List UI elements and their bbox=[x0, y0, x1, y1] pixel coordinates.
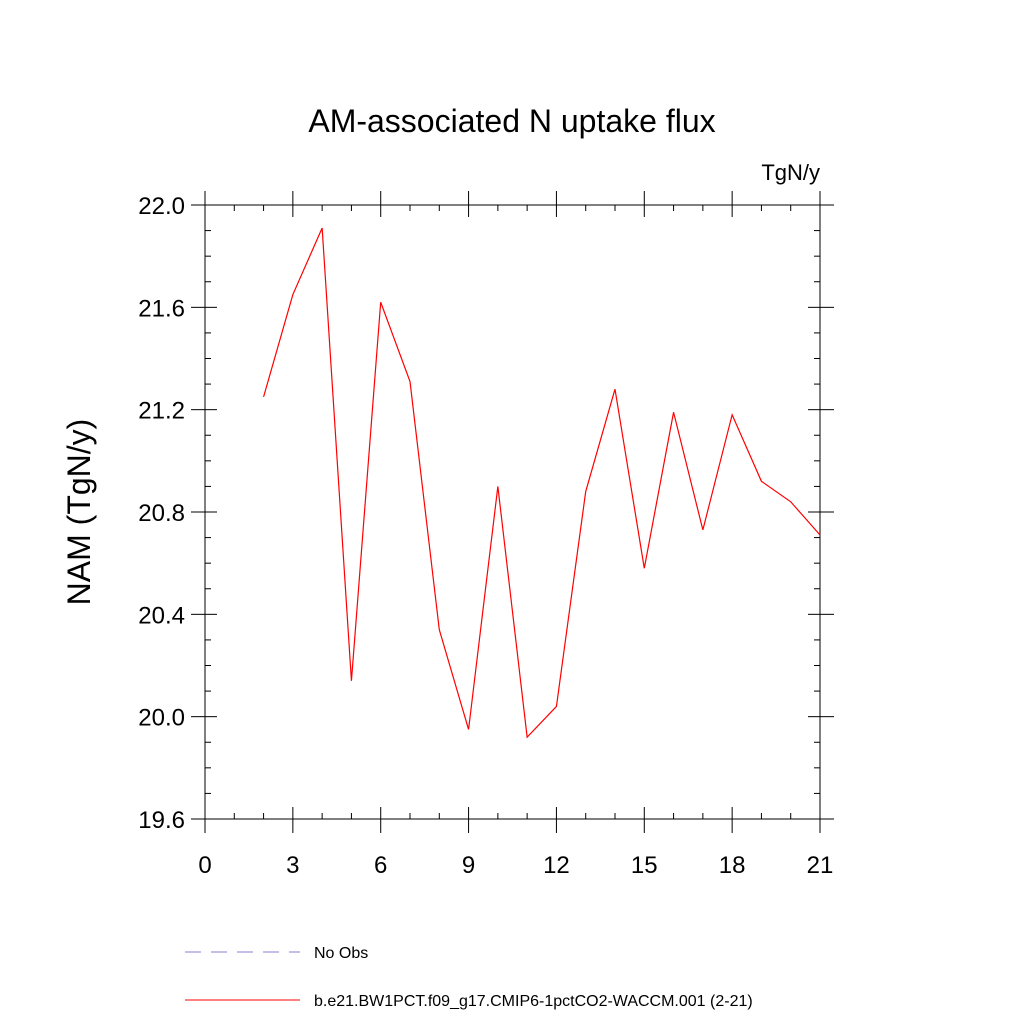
y-tick-label: 21.6 bbox=[138, 295, 185, 322]
y-tick-label: 20.4 bbox=[138, 602, 185, 629]
legend-label: No Obs bbox=[314, 945, 368, 962]
x-tick-label: 3 bbox=[286, 852, 299, 879]
y-axis-title: NAM (TgN/y) bbox=[61, 419, 97, 606]
x-tick-label: 15 bbox=[631, 852, 658, 879]
series-line bbox=[262, 227, 821, 739]
plot-frame bbox=[204, 204, 821, 820]
x-tick-label: 0 bbox=[198, 852, 211, 879]
chart-title: AM-associated N uptake flux bbox=[308, 103, 715, 139]
units-label: TgN/y bbox=[761, 160, 820, 185]
x-tick-label: 9 bbox=[462, 852, 475, 879]
x-tick-label: 18 bbox=[719, 852, 746, 879]
legend: No Obs b.e21.BW1PCT.f09_g17.CMIP6-1pctCO2… bbox=[185, 945, 753, 1010]
legend-label: b.e21.BW1PCT.f09_g17.CMIP6-1pctCO2-WACCM… bbox=[314, 993, 753, 1010]
y-tick-label: 21.2 bbox=[138, 398, 185, 425]
y-tick-label: 20.8 bbox=[138, 500, 185, 527]
x-tick-label: 12 bbox=[543, 852, 570, 879]
y-tick-label: 22.0 bbox=[138, 193, 185, 220]
series-layer bbox=[262, 227, 821, 739]
axis-tick-labels: 0 3 6 9 12 15 18 21 19.6 20.0 20.4 20.8 21.2 21.6 22.0 bbox=[138, 193, 833, 879]
x-tick-label: 6 bbox=[374, 852, 387, 879]
y-tick-label: 20.0 bbox=[138, 705, 185, 732]
x-tick-label: 21 bbox=[807, 852, 834, 879]
y-tick-label: 19.6 bbox=[138, 807, 185, 834]
plot-area: 0 3 6 9 12 15 18 21 19.6 20.0 20.4 20.8 21.2 21.6 22.0 bbox=[138, 191, 834, 879]
axis-ticks bbox=[191, 191, 834, 833]
